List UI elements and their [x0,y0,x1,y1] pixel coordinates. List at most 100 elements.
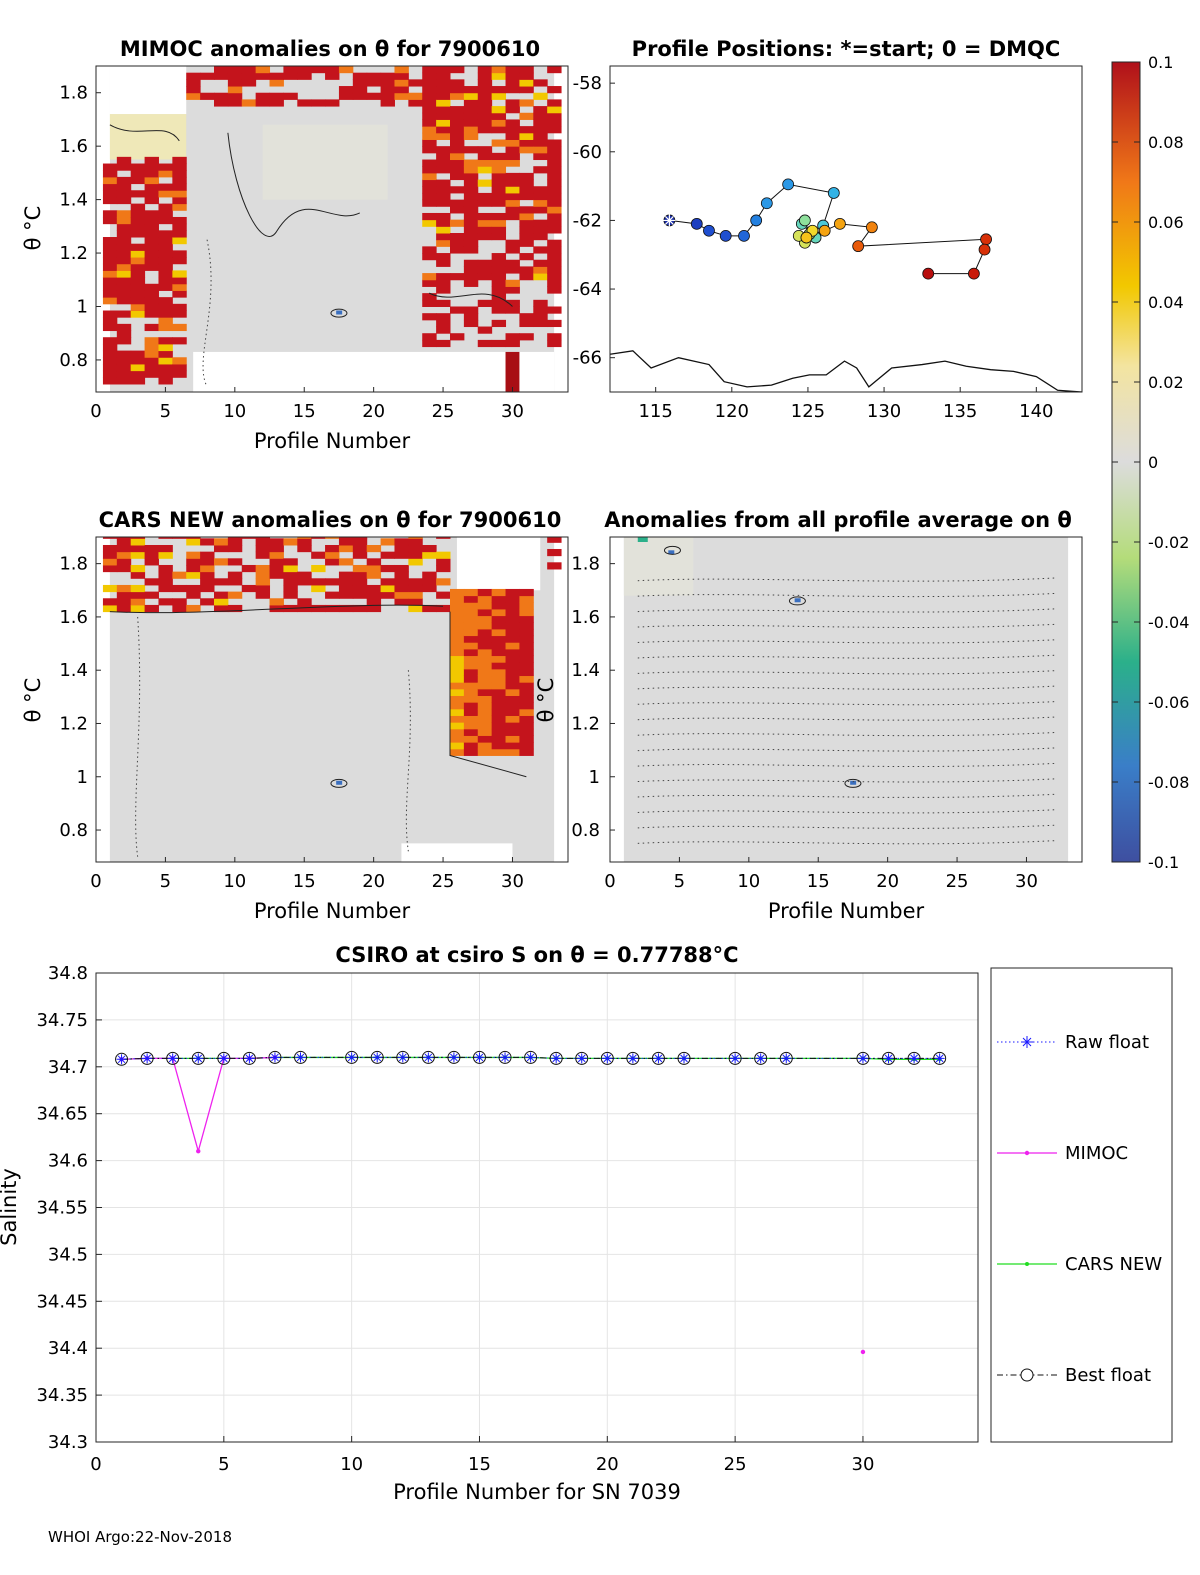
cars-cell [311,564,326,573]
cars-cell [214,558,229,566]
cars-cell [505,648,520,657]
mimoc-cell [144,343,159,352]
cars-cell [325,604,340,613]
track-point [750,214,763,227]
mimoc-cell [505,66,520,74]
best-float-point [217,1051,231,1065]
mimoc-cell [422,126,437,134]
cars-cell [463,748,479,756]
mimoc-cell [102,270,118,278]
cars-cell [338,584,354,593]
track-point [818,224,831,237]
mimoc-cell [450,132,465,140]
best-float-point [907,1051,921,1065]
best-float-point [856,1051,870,1065]
positions-plot-bg [610,66,1082,392]
mimoc-cell [477,339,493,348]
mimoc-cell [283,72,298,80]
cars-cell [394,591,409,599]
raw-float-point [397,1052,408,1063]
cars-cell [408,578,423,586]
allavg-contour [663,545,681,555]
mimoc-cell [436,146,451,154]
mimoc-cell [450,199,465,207]
mimoc-cell [491,253,507,261]
cars-cell [158,551,173,559]
mimoc-cell [116,370,132,378]
mimoc-cell [102,170,118,178]
cars-cell [519,708,534,716]
cars-cell [311,584,326,593]
cars-cell [130,571,146,579]
mimoc-cell [311,66,326,74]
mimoc-cell [186,72,201,80]
mimoc-cell [519,146,534,154]
cars-cell [116,564,132,573]
mimoc-contour [330,308,348,318]
mimoc-y-label: θ °C [21,206,45,251]
y-tick-label: 34.45 [36,1291,88,1312]
allavg-contour-dotted [637,685,1055,690]
mimoc-cell [422,66,437,74]
cars-cell [172,604,187,613]
cars-cell [200,571,215,579]
mimoc-cell [547,66,562,67]
mimoc-cell [463,319,479,328]
mimoc-cell [422,112,437,120]
best-float-point [242,1051,256,1065]
mimoc-cell [102,176,118,185]
y-tick-label: 34.8 [48,963,88,984]
best-float-point [600,1051,614,1065]
mimoc-cell [463,212,479,221]
mimoc-cell [519,86,534,94]
cars-cell [477,702,493,710]
cars-cell [158,578,173,586]
mimoc-cell [116,196,132,205]
cars-cell [338,571,354,579]
cars-cell [227,604,243,613]
mimoc-cell [144,230,159,238]
mimoc-cell [144,303,159,311]
cars-cell [172,584,187,593]
cars-cell [408,604,423,613]
y-tick-label: 1.6 [59,607,88,628]
cars-cell [297,598,312,606]
mimoc-cell [186,86,201,94]
mimoc-cell [144,263,159,271]
mimoc-y-ticks: 1.8 1.6 1.4 1.2 1 0.8 [59,83,101,371]
track-point [978,243,991,256]
cars-cell [450,642,465,650]
mimoc-cell [491,112,507,120]
mimoc-cell [116,357,132,365]
mimoc-cell [519,239,534,247]
cars-cell [477,642,493,650]
cars-cell [186,604,201,613]
cars-cell [477,615,493,623]
cars-cell [450,688,465,697]
mimoc-cell [519,273,534,281]
positions-x-ticks: 115 120 125 130 135 140 [638,387,1054,422]
cars-cell [186,584,201,593]
mimoc-cell [269,99,284,107]
mimoc-cell [547,146,562,154]
mimoc-cell [338,92,354,100]
cars-cell [463,702,479,710]
cars-cell [450,715,465,723]
cars-cell [241,584,257,593]
cars-cell [463,655,479,663]
cars-cell [463,622,479,630]
positions-panel: Profile Positions: *=start; 0 = DMQC 115… [573,37,1083,422]
mimoc-cell [130,216,146,225]
mimoc-contour-dotted [202,239,212,387]
cars-cell [227,591,243,599]
mimoc-cell [116,250,132,258]
cars-cell [463,648,479,657]
mimoc-cell [463,172,479,181]
mimoc-cell [436,106,451,114]
mimoc-cell [519,112,534,120]
y-tick-label: 34.35 [36,1385,88,1406]
mimoc-cell [547,273,562,281]
legend-raw-marker [1021,1036,1033,1048]
mimoc-cell [130,210,146,218]
mimoc-cell [491,152,507,161]
